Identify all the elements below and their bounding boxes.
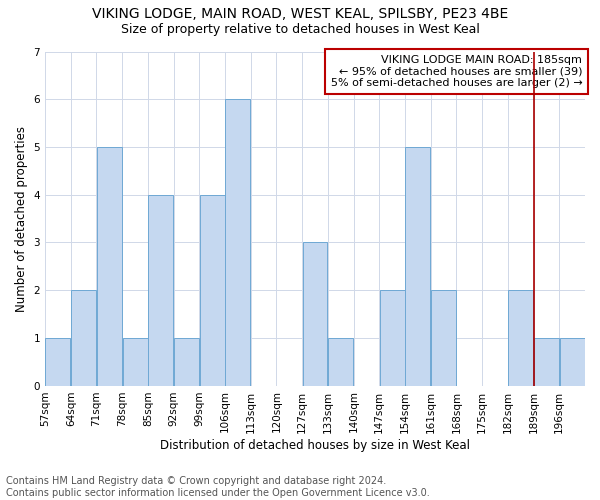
Bar <box>97 147 122 386</box>
Y-axis label: Number of detached properties: Number of detached properties <box>15 126 28 312</box>
Bar <box>302 242 328 386</box>
Bar <box>508 290 533 386</box>
Bar <box>174 338 199 386</box>
Text: Size of property relative to detached houses in West Keal: Size of property relative to detached ho… <box>121 22 479 36</box>
Bar <box>122 338 148 386</box>
Bar <box>380 290 404 386</box>
Bar <box>328 338 353 386</box>
Bar <box>431 290 456 386</box>
Bar <box>406 147 430 386</box>
Bar <box>226 99 250 386</box>
Text: VIKING LODGE, MAIN ROAD, WEST KEAL, SPILSBY, PE23 4BE: VIKING LODGE, MAIN ROAD, WEST KEAL, SPIL… <box>92 8 508 22</box>
Bar <box>71 290 96 386</box>
Bar <box>534 338 559 386</box>
Text: VIKING LODGE MAIN ROAD: 185sqm
← 95% of detached houses are smaller (39)
5% of s: VIKING LODGE MAIN ROAD: 185sqm ← 95% of … <box>331 55 583 88</box>
X-axis label: Distribution of detached houses by size in West Keal: Distribution of detached houses by size … <box>160 440 470 452</box>
Bar <box>560 338 584 386</box>
Bar <box>148 194 173 386</box>
Text: Contains HM Land Registry data © Crown copyright and database right 2024.
Contai: Contains HM Land Registry data © Crown c… <box>6 476 430 498</box>
Bar <box>200 194 224 386</box>
Bar <box>46 338 70 386</box>
